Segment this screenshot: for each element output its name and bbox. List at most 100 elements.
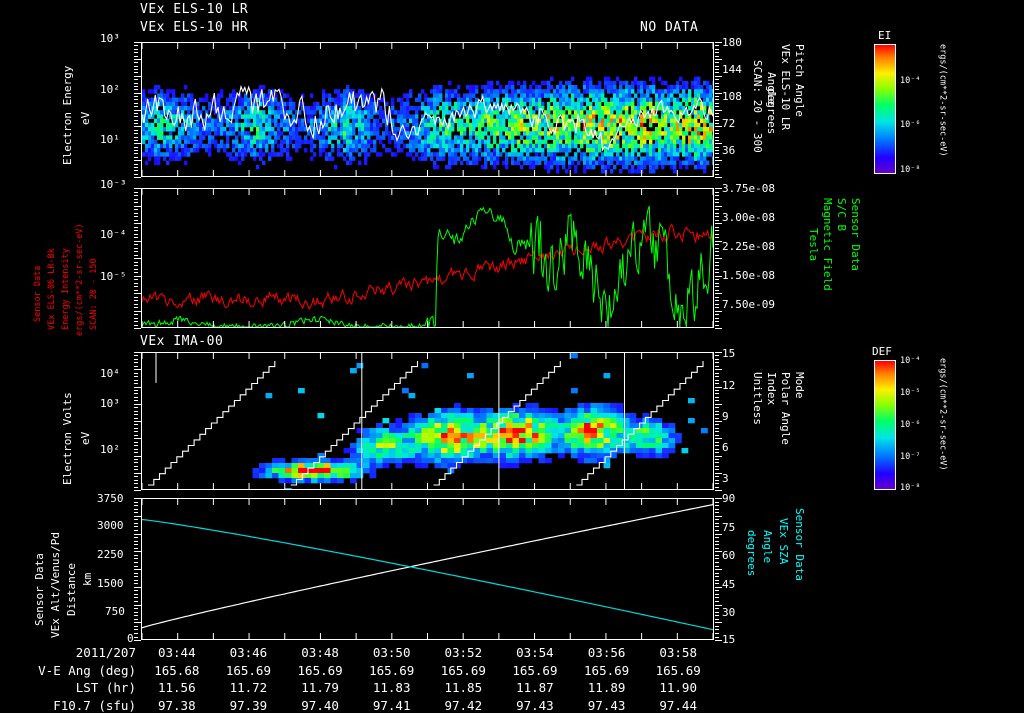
panel1-y2tick-1: 144 (722, 63, 742, 76)
axis-minor-tick (134, 275, 141, 277)
axis-minor-tick (715, 358, 719, 360)
axis-minor-tick (134, 205, 141, 207)
panel2-label-tesla: Tesla (807, 228, 820, 262)
axis-minor-tick (715, 396, 719, 398)
panel4-ytick-5: 0 (127, 632, 134, 645)
axis-minor-tick (715, 533, 722, 535)
panel2-label-magnetic-field: Magnetic Field (821, 198, 834, 291)
axis-minor-tick (134, 396, 138, 398)
panel4-line-plot (142, 499, 713, 639)
axis-minor-tick (134, 537, 138, 538)
table-cell: 11.72 (229, 680, 268, 695)
axis-minor-tick (715, 530, 719, 531)
axis-minor-tick (134, 431, 138, 433)
axis-minor-tick (134, 372, 138, 374)
axis-minor-tick (715, 508, 719, 510)
axis-minor-tick (715, 65, 719, 67)
axis-minor-tick (715, 427, 719, 429)
panel4-plot-area[interactable] (141, 498, 714, 640)
axis-minor-tick (134, 352, 141, 353)
panel2-label-sensor-data-right: Sensor Data (849, 198, 862, 271)
colorbar-ei-tick-0: 10⁻⁴ (900, 76, 921, 86)
axis-minor-tick (134, 237, 138, 238)
axis-minor-tick (715, 376, 719, 378)
axis-minor-tick (134, 448, 138, 450)
axis-minor-tick (134, 163, 138, 165)
axis-minor-tick (715, 498, 722, 499)
axis-minor-tick (715, 279, 719, 280)
panel2-plot-area[interactable] (141, 188, 714, 328)
axis-minor-tick (134, 219, 138, 221)
axis-minor-tick (715, 547, 719, 549)
axis-minor-tick (715, 636, 719, 638)
table-cell: 165.69 (440, 662, 486, 678)
axis-minor-tick (715, 102, 719, 104)
axis-minor-tick (715, 407, 719, 409)
axis-minor-tick (134, 393, 138, 395)
axis-minor-tick (134, 55, 138, 57)
axis-minor-tick (715, 230, 719, 231)
axis-minor-tick (715, 96, 719, 97)
panel4-altitude-line (142, 504, 713, 629)
axis-minor-tick (134, 136, 138, 138)
colorbar-def[interactable] (874, 360, 896, 490)
axis-minor-tick (715, 462, 719, 464)
panel4-label-sensor-data: Sensor Data (33, 553, 46, 626)
axis-minor-tick (715, 223, 722, 224)
panel2-energy-intensity-line (142, 223, 713, 311)
axis-minor-tick (134, 282, 138, 284)
axis-minor-tick (134, 365, 138, 367)
panel4-ytick-0: 3750 (97, 492, 124, 505)
axis-minor-tick (134, 554, 138, 556)
axis-minor-tick (715, 590, 719, 592)
axis-minor-tick (134, 400, 138, 402)
panel1-y2-label-scan: SCAN: 20 - 300 (751, 60, 764, 153)
axis-minor-tick (715, 537, 719, 538)
panel1-ytick-0: 10³ (100, 32, 120, 45)
axis-minor-tick (134, 99, 138, 101)
axis-minor-tick (715, 75, 722, 77)
axis-minor-tick (715, 205, 722, 207)
axis-minor-tick (715, 177, 722, 178)
axis-minor-tick (715, 72, 719, 74)
table-cell: 97.44 (659, 697, 697, 713)
axis-minor-tick (134, 156, 138, 158)
panel3-y2tick-4: 3 (722, 472, 729, 485)
panel3-title: VEx IMA-00 (140, 334, 224, 349)
axis-minor-tick (715, 160, 722, 162)
panel1-plot-area[interactable] (141, 42, 714, 177)
panel3-plot-area[interactable] (141, 352, 714, 490)
axis-minor-tick (134, 223, 141, 224)
panel2-magnetic-field-line (142, 205, 713, 327)
colorbar-ei[interactable] (874, 44, 896, 174)
panel1-ylabel: Electron Energy (61, 65, 74, 165)
axis-minor-tick (715, 540, 719, 542)
axis-minor-tick (715, 455, 722, 457)
panel4-y2tick-1: 75 (722, 521, 736, 534)
axis-minor-tick (134, 202, 138, 203)
axis-minor-tick (134, 508, 138, 510)
panel3-label-mode: Mode (793, 372, 806, 399)
axis-minor-tick (134, 230, 138, 231)
axis-minor-tick (134, 540, 138, 542)
axis-minor-tick (134, 89, 138, 91)
panel2-y2tick-1: 3.00e-08 (722, 211, 775, 224)
axis-minor-tick (715, 69, 719, 70)
axis-minor-tick (134, 92, 141, 94)
axis-minor-tick (134, 300, 138, 301)
axis-ticks (142, 43, 713, 176)
axis-minor-tick (715, 522, 719, 524)
panel2-label-units: ergs/(cm**2-sr-sec-eV) (75, 223, 85, 336)
axis-minor-tick (134, 476, 138, 478)
panel3-ylabel: Electron Volts (61, 392, 74, 485)
axis-minor-tick (715, 166, 719, 168)
table-cell: 11.90 (659, 680, 697, 695)
axis-minor-tick (715, 289, 719, 291)
axis-minor-tick (134, 188, 141, 189)
panel4-label-quantity: VEx Alt/Venus/Pd (49, 532, 62, 638)
axis-minor-tick (134, 244, 138, 245)
colorbar-def-tick-1: 10⁻⁵ (900, 388, 921, 398)
axis-minor-tick (134, 247, 138, 249)
axis-minor-tick (134, 519, 138, 521)
axis-minor-tick (134, 632, 138, 634)
